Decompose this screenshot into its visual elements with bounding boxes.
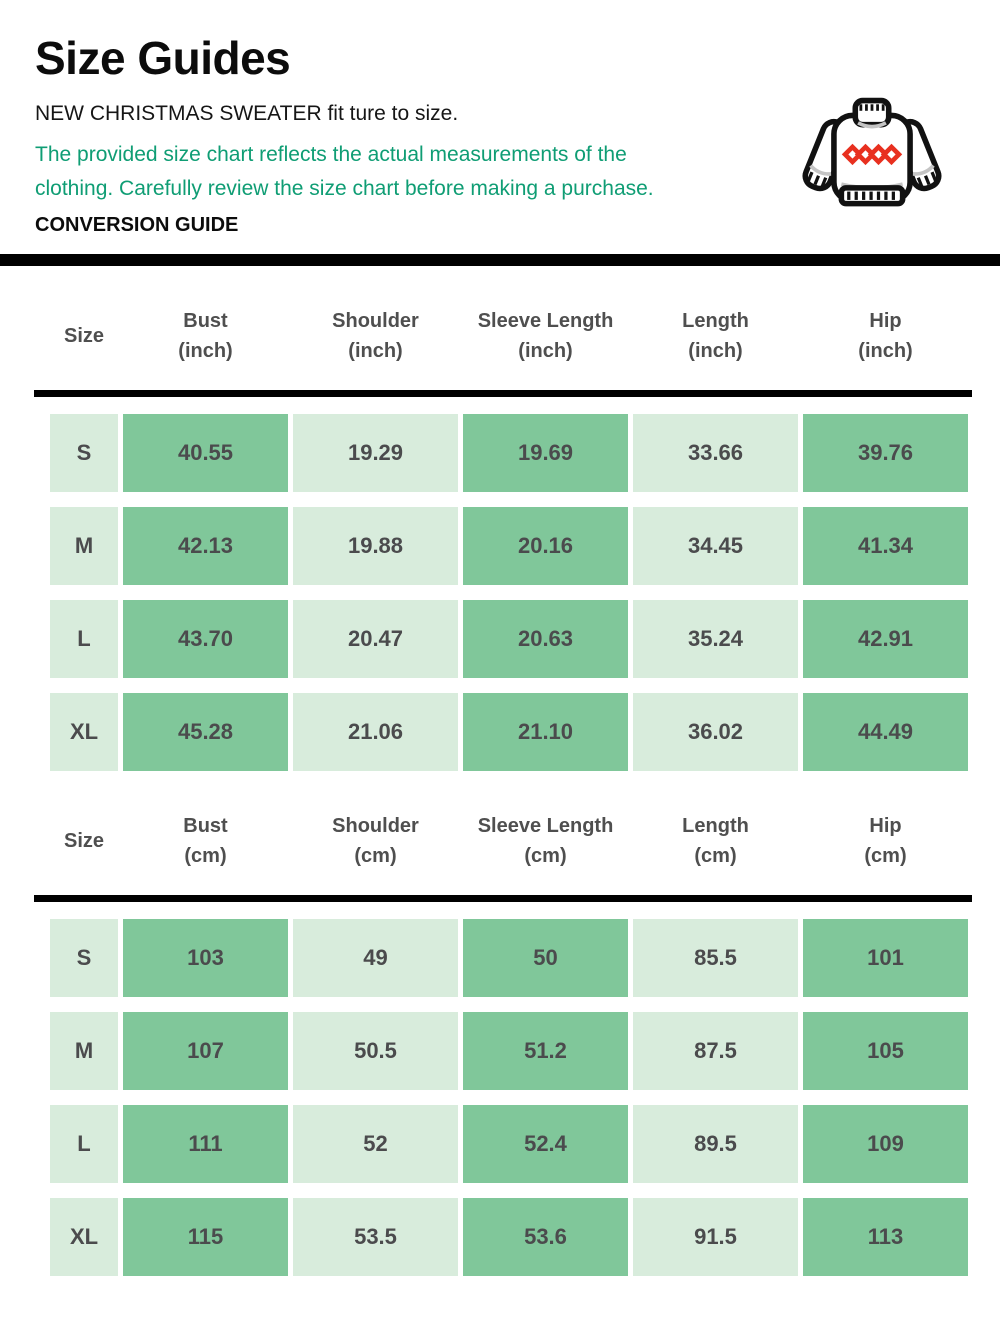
column-header: Shoulder (inch) bbox=[332, 310, 419, 363]
size-table-cm: Size Bust (cm) Shoulder (cm) Sleeve Length (cm… bbox=[34, 799, 972, 1277]
table-body-cm: S 103 49 50 85.5 101 M 107 50.5 51.2 87.5 105 L 111 52… bbox=[50, 919, 968, 1277]
measurement-cell: 39.76 bbox=[803, 414, 968, 493]
conversion-guide-label: CONVERSION GUIDE bbox=[35, 214, 239, 237]
measurement-cell: 107 bbox=[123, 1012, 288, 1091]
page-header: Size Guides NEW CHRISTMAS SWEATER fit tu… bbox=[0, 0, 1000, 237]
measurement-cell: 91.5 bbox=[633, 1198, 798, 1277]
table-body-inch: S 40.55 19.29 19.69 33.66 39.76 M 42.13 19.88 20.… bbox=[50, 414, 968, 772]
page-title: Size Guides bbox=[35, 32, 291, 84]
measurement-cell: 87.5 bbox=[633, 1012, 798, 1091]
measurement-cell: 44.49 bbox=[803, 693, 968, 772]
measurement-cell: 85.5 bbox=[633, 919, 798, 998]
size-chart-description: The provided size chart reflects the act… bbox=[35, 143, 654, 201]
column-header: Size bbox=[63, 830, 105, 853]
measurement-cell: 53.5 bbox=[293, 1198, 458, 1277]
column-header: Hip (inch) bbox=[858, 310, 913, 363]
size-label-cell: M bbox=[50, 1012, 118, 1091]
measurement-cell: 49 bbox=[293, 919, 458, 998]
measurement-cell: 20.16 bbox=[463, 507, 628, 586]
measurement-cell: 34.45 bbox=[633, 507, 798, 586]
column-header: Shoulder (cm) bbox=[332, 815, 419, 868]
measurement-cell: 113 bbox=[803, 1198, 968, 1277]
size-label-cell: S bbox=[50, 414, 118, 493]
measurement-cell: 109 bbox=[803, 1105, 968, 1184]
column-header: Hip (cm) bbox=[864, 815, 907, 868]
divider-bar-top bbox=[0, 254, 1000, 267]
measurement-cell: 21.10 bbox=[463, 693, 628, 772]
size-label-cell: M bbox=[50, 507, 118, 586]
measurement-cell: 45.28 bbox=[123, 693, 288, 772]
measurement-cell: 105 bbox=[803, 1012, 968, 1091]
measurement-cell: 19.88 bbox=[293, 507, 458, 586]
measurement-cell: 40.55 bbox=[123, 414, 288, 493]
sweater-icon bbox=[802, 95, 942, 225]
measurement-cell: 111 bbox=[123, 1105, 288, 1184]
measurement-cell: 52.4 bbox=[463, 1105, 628, 1184]
table-header-cm: Size Bust (cm) Shoulder (cm) Sleeve Length (cm… bbox=[50, 799, 968, 883]
size-label-cell: L bbox=[50, 1105, 118, 1184]
column-header: Length (inch) bbox=[682, 310, 749, 363]
measurement-cell: 20.63 bbox=[463, 600, 628, 679]
measurement-cell: 35.24 bbox=[633, 600, 798, 679]
measurement-cell: 115 bbox=[123, 1198, 288, 1277]
measurement-cell: 21.06 bbox=[293, 693, 458, 772]
column-header: Length (cm) bbox=[682, 815, 749, 868]
size-label-cell: XL bbox=[50, 693, 118, 772]
measurement-cell: 42.91 bbox=[803, 600, 968, 679]
fit-note: NEW CHRISTMAS SWEATER fit ture to size. bbox=[35, 102, 459, 126]
size-table-inch: Size Bust (inch) Shoulder (inch) Sleeve Lengt… bbox=[34, 294, 972, 772]
measurement-cell: 33.66 bbox=[633, 414, 798, 493]
header-rule-inch bbox=[34, 390, 972, 398]
measurement-cell: 41.34 bbox=[803, 507, 968, 586]
measurement-cell: 51.2 bbox=[463, 1012, 628, 1091]
size-label-cell: L bbox=[50, 600, 118, 679]
measurement-cell: 53.6 bbox=[463, 1198, 628, 1277]
size-label-cell: XL bbox=[50, 1198, 118, 1277]
measurement-cell: 50 bbox=[463, 919, 628, 998]
measurement-cell: 103 bbox=[123, 919, 288, 998]
measurement-cell: 42.13 bbox=[123, 507, 288, 586]
measurement-cell: 101 bbox=[803, 919, 968, 998]
measurement-cell: 36.02 bbox=[633, 693, 798, 772]
measurement-cell: 43.70 bbox=[123, 600, 288, 679]
column-header: Bust (inch) bbox=[178, 310, 233, 363]
measurement-cell: 20.47 bbox=[293, 600, 458, 679]
size-label-cell: S bbox=[50, 919, 118, 998]
header-rule-cm bbox=[34, 895, 972, 903]
measurement-cell: 19.29 bbox=[293, 414, 458, 493]
table-header-inch: Size Bust (inch) Shoulder (inch) Sleeve Lengt… bbox=[50, 294, 968, 378]
measurement-cell: 50.5 bbox=[293, 1012, 458, 1091]
measurement-cell: 19.69 bbox=[463, 414, 628, 493]
column-header: Sleeve Length (inch) bbox=[477, 310, 614, 363]
column-header: Bust (cm) bbox=[183, 815, 228, 868]
column-header: Sleeve Length (cm) bbox=[477, 815, 614, 868]
column-header: Size bbox=[63, 325, 105, 348]
measurement-cell: 89.5 bbox=[633, 1105, 798, 1184]
measurement-cell: 52 bbox=[293, 1105, 458, 1184]
